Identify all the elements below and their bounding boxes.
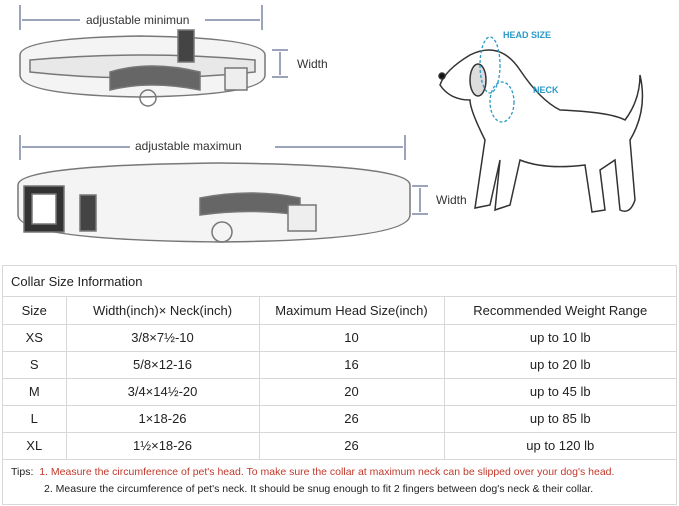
- cell: XS: [3, 324, 67, 352]
- size-table-panel: Collar Size Information Size Width(inch)…: [2, 265, 677, 505]
- cell: 1×18-26: [66, 405, 260, 433]
- cell: up to 85 lb: [444, 405, 676, 433]
- table-row: L 1×18-26 26 up to 85 lb: [3, 405, 676, 433]
- cell: 5/8×12-16: [66, 351, 260, 379]
- header-cell: Size: [3, 297, 67, 325]
- cell: L: [3, 405, 67, 433]
- tip-2: 2. Measure the circumference of pet's ne…: [44, 482, 594, 495]
- cell: 20: [259, 378, 445, 406]
- cell: up to 10 lb: [444, 324, 676, 352]
- table-row: XL 1½×18-26 26 up to 120 lb: [3, 432, 676, 460]
- head-size-label: HEAD SIZE: [503, 30, 552, 40]
- table-row: XS 3/8×7½-10 10 up to 10 lb: [3, 324, 676, 352]
- cell: 1½×18-26: [66, 432, 260, 460]
- tips-prefix: Tips:: [11, 465, 34, 478]
- size-table: Size Width(inch)× Neck(inch) Maximum Hea…: [3, 297, 676, 460]
- max-label: adjustable maximun: [135, 139, 242, 153]
- neck-label: NECK: [533, 85, 559, 95]
- table-row: M 3/4×14½-20 20 up to 45 lb: [3, 378, 676, 406]
- tip-1: 1. Measure the circumference of pet's he…: [39, 465, 615, 478]
- table-title: Collar Size Information: [3, 266, 676, 297]
- cell: up to 45 lb: [444, 378, 676, 406]
- header-cell: Width(inch)× Neck(inch): [66, 297, 260, 325]
- dog-illustration: [438, 49, 644, 213]
- cell: 26: [259, 432, 445, 460]
- cell: 3/8×7½-10: [66, 324, 260, 352]
- cell: XL: [3, 432, 67, 460]
- collar-diagram: adjustable minimun adjustable maximun Wi…: [17, 5, 644, 243]
- cell: 3/4×14½-20: [66, 378, 260, 406]
- cell: up to 20 lb: [444, 351, 676, 379]
- cell: up to 120 lb: [444, 432, 676, 460]
- cell: 16: [259, 351, 445, 379]
- tips: Tips: 1. Measure the circumference of pe…: [3, 460, 676, 498]
- width-label: Width: [297, 57, 328, 71]
- collar-illustration: [17, 5, 644, 243]
- cell: M: [3, 378, 67, 406]
- cell: 10: [259, 324, 445, 352]
- cell: S: [3, 351, 67, 379]
- min-label: adjustable minimun: [86, 13, 190, 27]
- cell: 26: [259, 405, 445, 433]
- width-label: Width: [436, 193, 467, 207]
- table-header: Size Width(inch)× Neck(inch) Maximum Hea…: [3, 297, 676, 325]
- table-row: S 5/8×12-16 16 up to 20 lb: [3, 351, 676, 379]
- header-cell: Maximum Head Size(inch): [259, 297, 445, 325]
- header-cell: Recommended Weight Range: [444, 297, 676, 325]
